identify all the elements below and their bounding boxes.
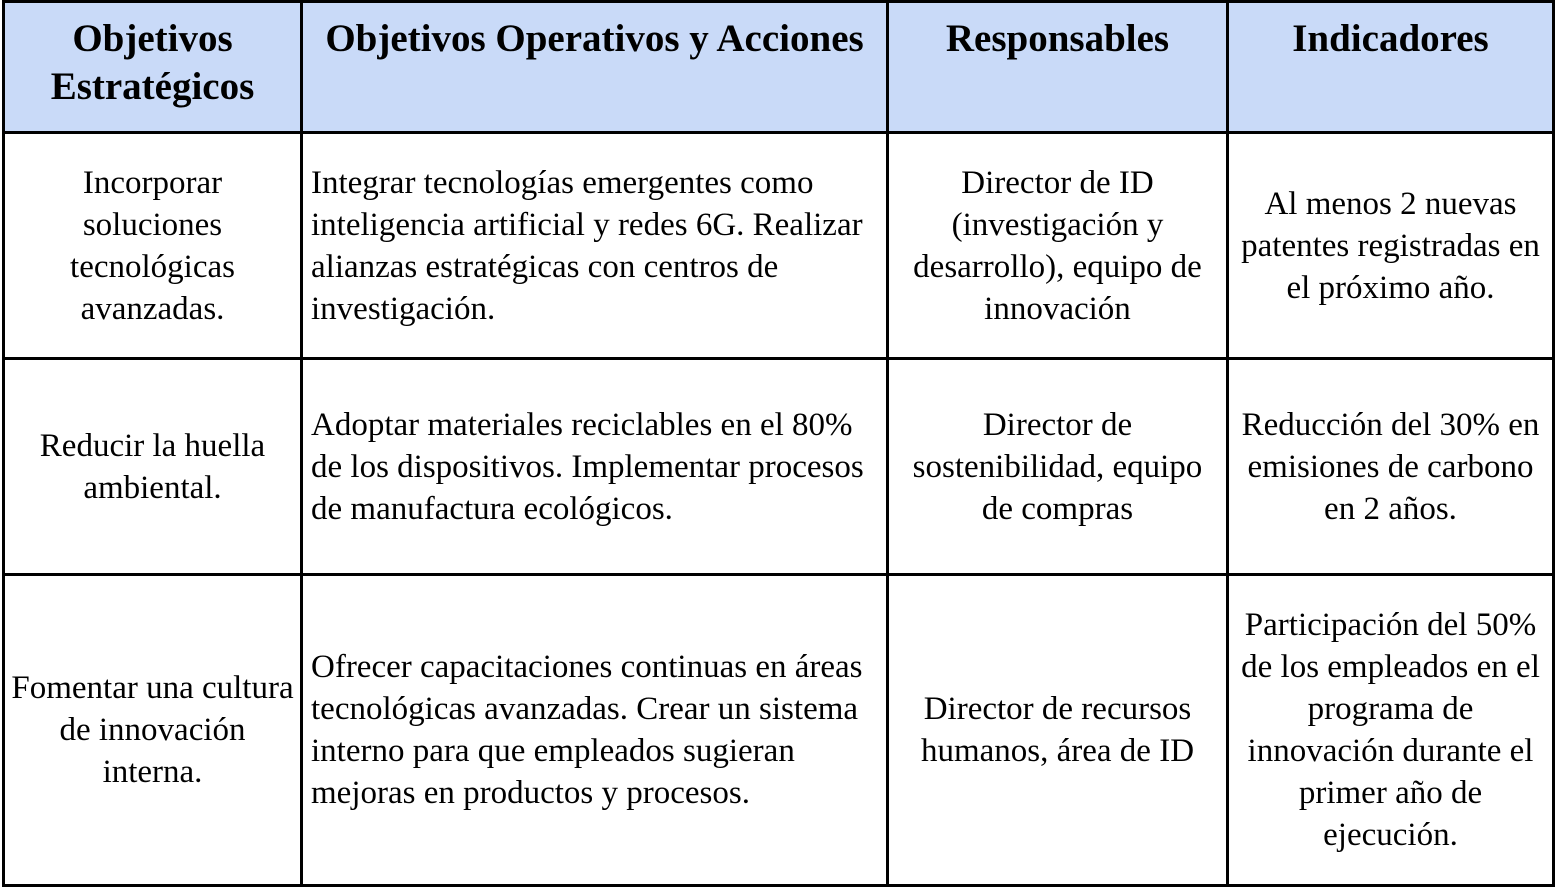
cell-responsible: Director de ID (investigación y desarrol… — [886, 131, 1229, 360]
cell-responsible: Director de sostenibilidad, equipo de co… — [886, 357, 1229, 576]
header-strategic-objectives: Objetivos Estratégicos — [2, 0, 303, 134]
cell-operational-actions: Adoptar materiales reciclables en el 80%… — [300, 357, 889, 576]
table-row: Incorporar soluciones tecnológicas avanz… — [2, 131, 1555, 360]
table-row: Reducir la huella ambiental. Adoptar mat… — [2, 357, 1555, 576]
table-row: Fomentar una cultura de innovación inter… — [2, 573, 1555, 887]
header-indicators: Indicadores — [1226, 0, 1555, 134]
cell-strategic-objective: Reducir la huella ambiental. — [2, 357, 303, 576]
table-header-row: Objetivos Estratégicos Objetivos Operati… — [2, 0, 1555, 134]
cell-strategic-objective: Fomentar una cultura de innovación inter… — [2, 573, 303, 887]
cell-operational-actions: Integrar tecnologías emergentes como int… — [300, 131, 889, 360]
cell-indicator: Al menos 2 nuevas patentes registradas e… — [1226, 131, 1555, 360]
cell-strategic-objective: Incorporar soluciones tecnológicas avanz… — [2, 131, 303, 360]
cell-responsible: Director de recursos humanos, área de ID — [886, 573, 1229, 887]
cell-indicator: Reducción del 30% en emisiones de carbon… — [1226, 357, 1555, 576]
cell-operational-actions: Ofrecer capacitaciones continuas en área… — [300, 573, 889, 887]
header-operational-objectives: Objetivos Operativos y Acciones — [300, 0, 889, 134]
cell-indicator: Participación del 50% de los empleados e… — [1226, 573, 1555, 887]
header-responsibles: Responsables — [886, 0, 1229, 134]
